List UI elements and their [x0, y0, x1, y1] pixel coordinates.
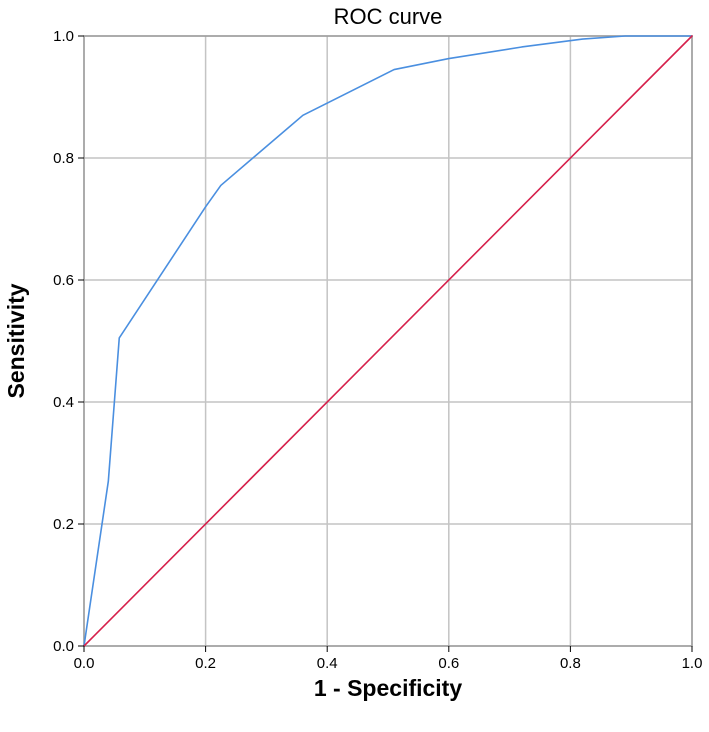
x-tick-label-0: 0.0 [74, 655, 95, 672]
y-tick-label-1: 0.2 [53, 516, 74, 533]
plot-frame [83, 35, 693, 647]
y-tick-label-5: 1.0 [53, 28, 74, 45]
y-tick-label-3: 0.6 [53, 272, 74, 289]
series-layer [83, 35, 693, 647]
x-axis-label: 1 - Specificity [314, 675, 462, 701]
x-tick-label-4: 0.8 [560, 655, 581, 672]
y-tick-label-4: 0.8 [53, 150, 74, 167]
roc-curve-line [83, 35, 693, 647]
reference-diagonal-line [83, 35, 693, 647]
x-tick-label-5: 1.0 [682, 655, 703, 672]
y-axis-label: Sensitivity [3, 283, 29, 398]
chart-title: ROC curve [334, 4, 443, 29]
x-tick-label-2: 0.4 [317, 655, 338, 672]
tick-layer: 0.0 0.2 0.4 0.6 0.8 1.0 0.0 0.2 0.4 0.6 0.8 1.0 [53, 28, 702, 672]
y-tick-label-0: 0.0 [53, 638, 74, 655]
x-tick-label-3: 0.6 [438, 655, 459, 672]
y-tick-label-2: 0.4 [53, 394, 74, 411]
x-tick-label-1: 0.2 [195, 655, 216, 672]
